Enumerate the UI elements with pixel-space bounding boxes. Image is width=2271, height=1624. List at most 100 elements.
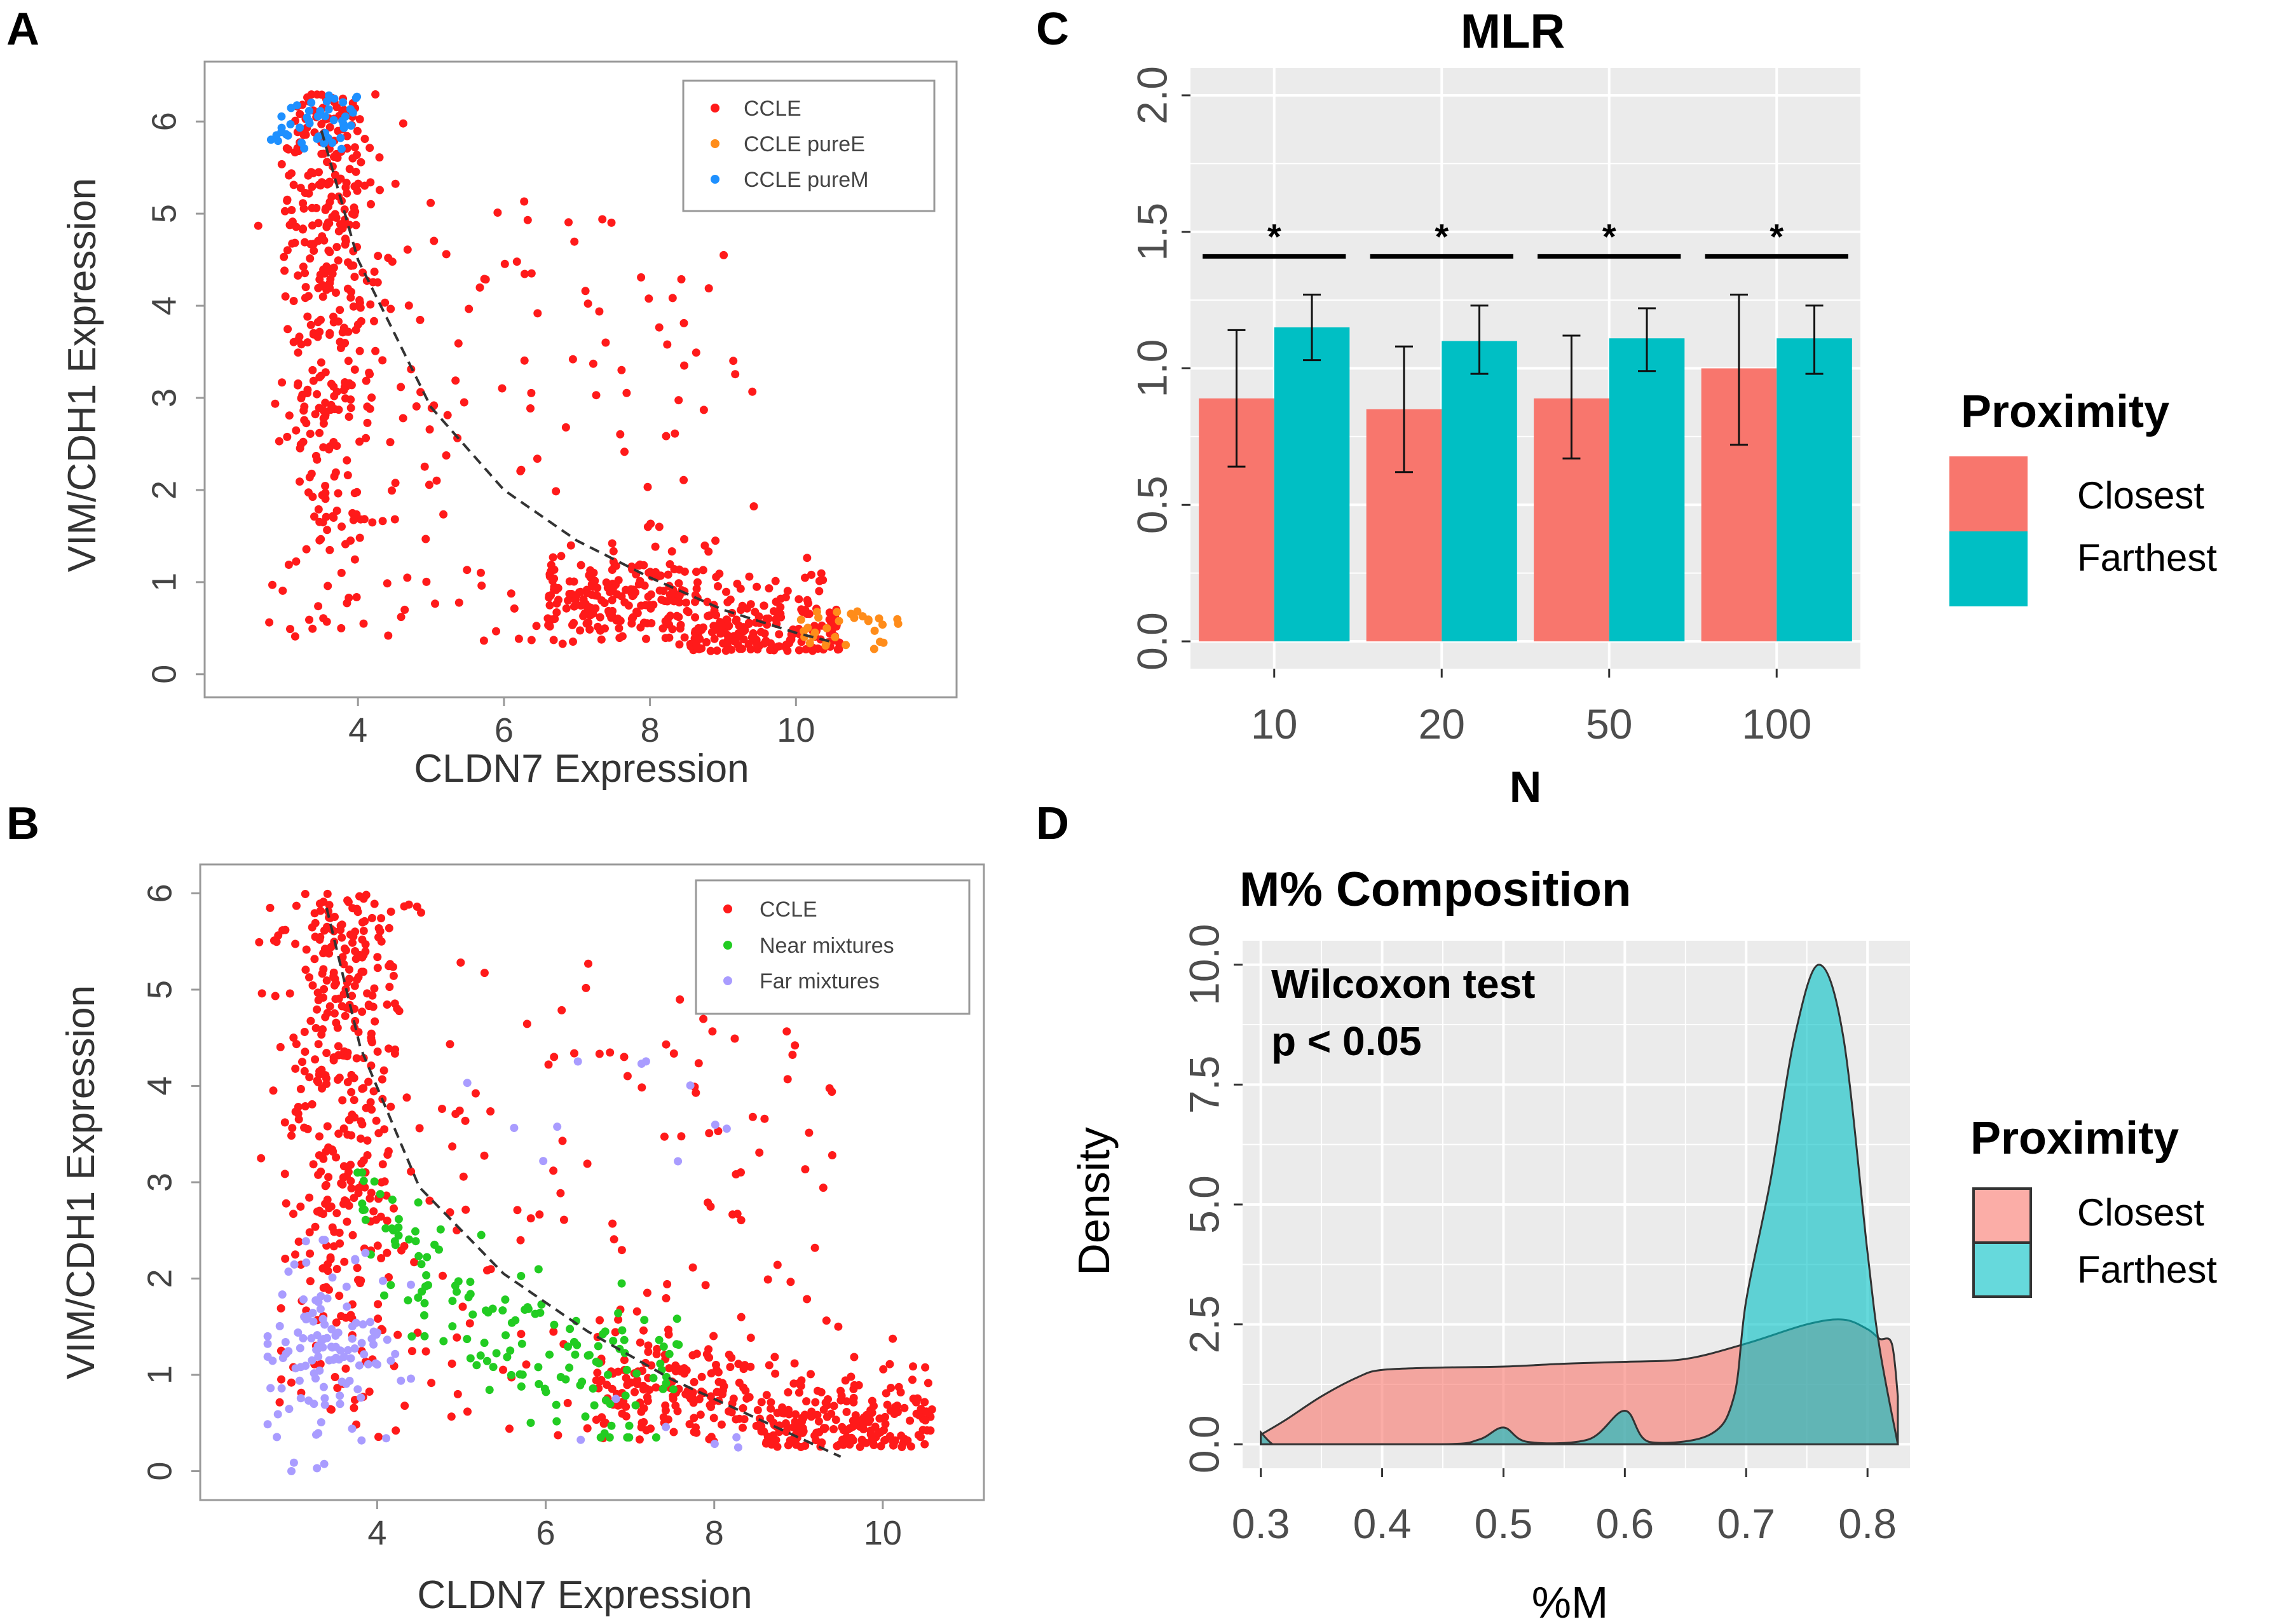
scatter-point-ccle bbox=[522, 1020, 531, 1028]
scatter-point-ccle bbox=[407, 1347, 416, 1356]
x-tick-label: 6 bbox=[536, 1514, 556, 1552]
chart-title-c: MLR bbox=[1461, 4, 1565, 58]
x-tick-label: 4 bbox=[367, 1514, 386, 1552]
legend-label-far: Far mixtures bbox=[760, 969, 880, 993]
scatter-point-near bbox=[542, 1388, 550, 1396]
scatter-point-ccle bbox=[866, 1426, 875, 1435]
scatter-point-ccle bbox=[313, 1005, 322, 1014]
scatter-point-ccle bbox=[439, 510, 448, 519]
scatter-point-near bbox=[550, 1320, 559, 1329]
scatter-point-ccle bbox=[477, 581, 486, 590]
scatter-point-near bbox=[448, 1322, 457, 1331]
scatter-point-near bbox=[388, 1196, 397, 1204]
scatter-point-far bbox=[637, 1060, 646, 1068]
scatter-point-ccle bbox=[377, 914, 386, 923]
scatter-point-ccle bbox=[821, 1398, 830, 1407]
scatter-point-ccle bbox=[683, 606, 692, 615]
scatter-point-near bbox=[405, 1235, 413, 1244]
scatter-point-ccle bbox=[807, 1412, 815, 1421]
scatter-point-far bbox=[332, 1353, 341, 1362]
scatter-point-ccle bbox=[292, 901, 301, 910]
scatter-point-ccle bbox=[762, 1438, 771, 1447]
y-tick-label: 5 bbox=[145, 204, 183, 223]
scatter-point-ccle bbox=[727, 645, 736, 654]
scatter-points-a bbox=[254, 90, 903, 655]
scatter-point-ccle bbox=[576, 626, 585, 635]
scatter-point-ccle bbox=[277, 1375, 285, 1384]
scatter-point-ccle bbox=[596, 613, 604, 622]
scatter-point-ccle bbox=[454, 339, 463, 348]
scatter-point-ccle bbox=[535, 1210, 544, 1219]
scatter-point-ccle bbox=[825, 608, 834, 617]
scatter-point-ccle bbox=[357, 1276, 365, 1285]
scatter-point-near bbox=[414, 1252, 423, 1260]
scatter-point-ccle bbox=[870, 1441, 878, 1449]
scatter-point-ccle bbox=[727, 1408, 736, 1417]
scatter-point-ccle bbox=[375, 153, 384, 162]
scatter-point-far bbox=[350, 1344, 359, 1353]
scatter-point-ccle bbox=[727, 1353, 736, 1362]
scatter-point-far bbox=[361, 1248, 370, 1257]
scatter-point-ccle bbox=[347, 1184, 356, 1192]
scatter-point-ccle bbox=[412, 402, 421, 411]
scatter-point-ccle bbox=[622, 1402, 631, 1411]
x-tick-label: 10 bbox=[1251, 700, 1297, 747]
scatter-point-pure-m bbox=[336, 133, 345, 142]
scatter-point-ccle bbox=[365, 404, 374, 413]
scatter-point-ccle bbox=[308, 182, 317, 191]
scatter-point-ccle bbox=[385, 924, 393, 932]
scatter-point-ccle bbox=[388, 486, 396, 495]
y-axis-label-a: VIM/CDH1 Expression bbox=[60, 178, 104, 572]
scatter-point-ccle bbox=[517, 1330, 526, 1339]
significance-star: * bbox=[1602, 216, 1616, 256]
scatter-point-far bbox=[299, 1295, 308, 1304]
scatter-point-ccle bbox=[374, 933, 383, 942]
scatter-point-ccle bbox=[344, 1201, 353, 1210]
scatter-point-ccle bbox=[315, 1132, 324, 1141]
scatter-point-ccle bbox=[308, 981, 317, 990]
scatter-point-ccle bbox=[558, 1136, 567, 1145]
scatter-point-near bbox=[524, 1304, 533, 1313]
significance-star: * bbox=[1770, 216, 1783, 256]
scatter-point-far bbox=[314, 1429, 323, 1438]
scatter-point-ccle bbox=[757, 1427, 766, 1436]
scatter-point-ccle bbox=[351, 947, 360, 955]
scatter-point-ccle bbox=[627, 615, 636, 624]
scatter-point-near bbox=[482, 1356, 491, 1365]
scatter-point-ccle bbox=[705, 1129, 714, 1138]
bar-panel-c: * * * * 0.0 0.5 1.0 1.5 2.0 10 20 50 100 MLR N Prox… bbox=[1128, 4, 2217, 812]
scatter-point-ccle bbox=[527, 269, 536, 278]
scatter-point-far bbox=[307, 1334, 316, 1342]
scatter-point-ccle bbox=[829, 1402, 838, 1410]
legend-label-ccle-b: CCLE bbox=[760, 897, 817, 922]
scatter-point-ccle bbox=[299, 406, 308, 415]
scatter-point-ccle bbox=[596, 1316, 604, 1325]
scatter-point-far bbox=[316, 1305, 325, 1313]
scatter-point-ccle bbox=[334, 1042, 343, 1051]
scatter-point-ccle bbox=[811, 1398, 820, 1407]
scatter-point-near bbox=[420, 1299, 429, 1307]
scatter-point-ccle bbox=[399, 119, 407, 128]
scatter-point-ccle bbox=[795, 1379, 803, 1388]
scatter-point-pure-e bbox=[842, 641, 850, 650]
scatter-point-near bbox=[358, 1199, 367, 1208]
scatter-point-far bbox=[338, 1377, 346, 1386]
scatter-point-ccle bbox=[325, 219, 334, 228]
scatter-point-ccle bbox=[600, 599, 609, 608]
scatter-point-ccle bbox=[306, 1249, 315, 1258]
scatter-point-near bbox=[507, 1370, 515, 1379]
scatter-point-far bbox=[319, 1382, 328, 1391]
scatter-point-pure-m bbox=[313, 134, 322, 143]
scatter-point-ccle bbox=[662, 1040, 671, 1049]
scatter-point-near bbox=[439, 1337, 448, 1346]
scatter-point-ccle bbox=[254, 221, 263, 230]
scatter-point-near bbox=[620, 1335, 629, 1344]
scatter-point-far bbox=[313, 1464, 322, 1473]
scatter-point-ccle bbox=[812, 1428, 821, 1437]
scatter-point-far bbox=[339, 1353, 348, 1361]
scatter-point-ccle bbox=[343, 1052, 351, 1061]
scatter-point-pure-e bbox=[876, 638, 884, 646]
scatter-point-far bbox=[357, 1393, 365, 1402]
bar-farthest-50 bbox=[1609, 338, 1685, 642]
scatter-point-near bbox=[386, 1281, 395, 1290]
